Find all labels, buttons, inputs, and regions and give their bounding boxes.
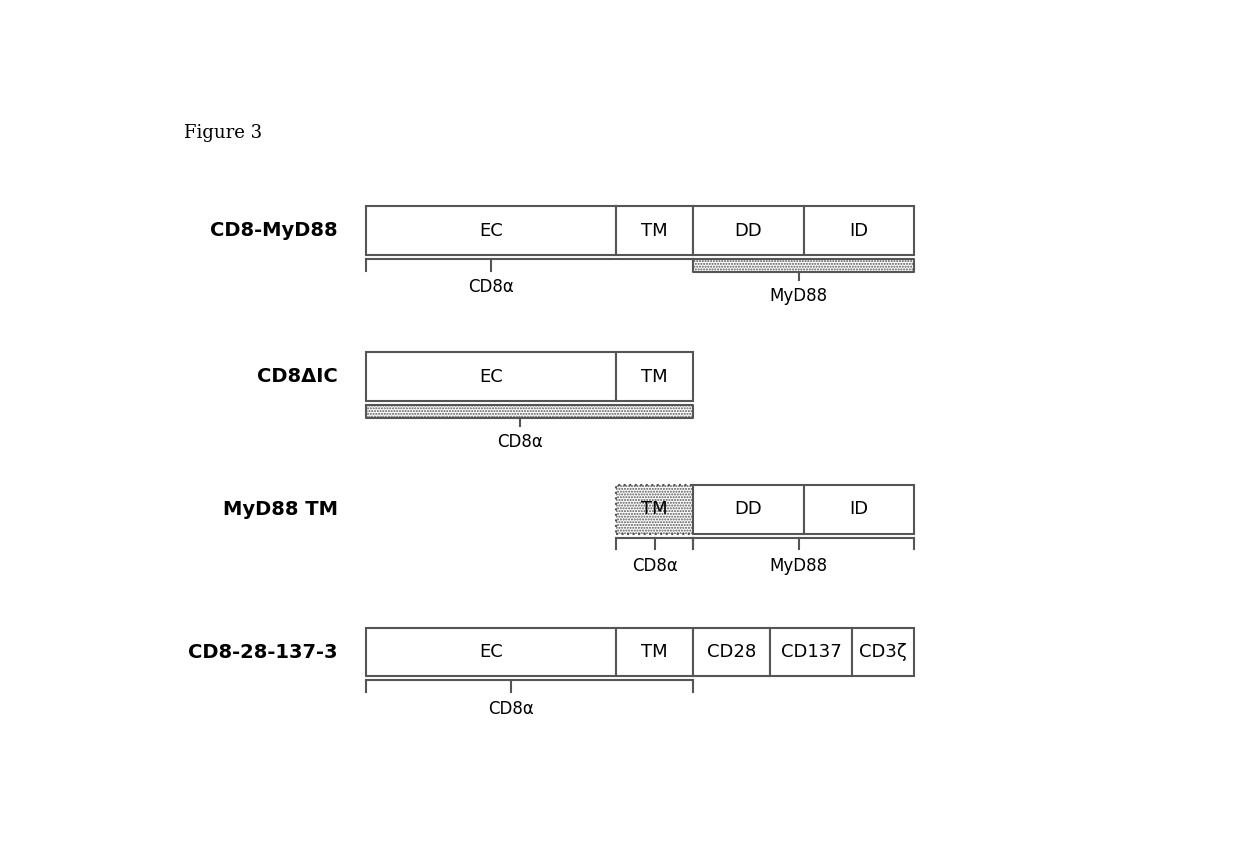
Bar <box>693 206 804 255</box>
Text: MyD88: MyD88 <box>770 557 828 575</box>
Text: TM: TM <box>641 643 668 661</box>
Bar <box>367 628 616 676</box>
Text: EC: EC <box>480 643 503 661</box>
Text: CD137: CD137 <box>780 643 841 661</box>
Text: EC: EC <box>480 368 503 386</box>
Text: CD8-28-137-3: CD8-28-137-3 <box>188 642 337 662</box>
Bar <box>852 628 914 676</box>
Text: CD3ζ: CD3ζ <box>859 643 906 661</box>
Bar <box>616 628 693 676</box>
Text: MyD88: MyD88 <box>770 287 828 306</box>
Text: DD: DD <box>734 500 763 519</box>
Bar <box>616 485 693 534</box>
Bar <box>693 258 914 272</box>
Text: CD8α: CD8α <box>497 434 543 451</box>
Text: ID: ID <box>849 500 868 519</box>
Text: CD8-MyD88: CD8-MyD88 <box>210 221 337 240</box>
Text: CD8α: CD8α <box>487 700 533 717</box>
Text: DD: DD <box>734 221 763 240</box>
Bar <box>616 485 693 534</box>
Text: ID: ID <box>849 221 868 240</box>
Text: CD8α: CD8α <box>469 279 515 296</box>
Text: CD8ΔIC: CD8ΔIC <box>257 367 337 386</box>
Bar <box>367 405 693 418</box>
Bar <box>367 352 616 401</box>
Text: TM: TM <box>641 500 668 519</box>
Text: TM: TM <box>641 368 668 386</box>
Bar <box>693 628 770 676</box>
Bar <box>770 628 852 676</box>
Text: Figure 3: Figure 3 <box>184 124 262 141</box>
Bar <box>804 206 914 255</box>
Bar <box>616 352 693 401</box>
Text: CD8α: CD8α <box>632 557 677 575</box>
Text: EC: EC <box>480 221 503 240</box>
Text: MyD88 TM: MyD88 TM <box>223 500 337 519</box>
Text: TM: TM <box>641 221 668 240</box>
Bar <box>693 485 804 534</box>
Bar <box>804 485 914 534</box>
Bar <box>367 206 616 255</box>
Text: CD28: CD28 <box>707 643 756 661</box>
Bar <box>616 206 693 255</box>
